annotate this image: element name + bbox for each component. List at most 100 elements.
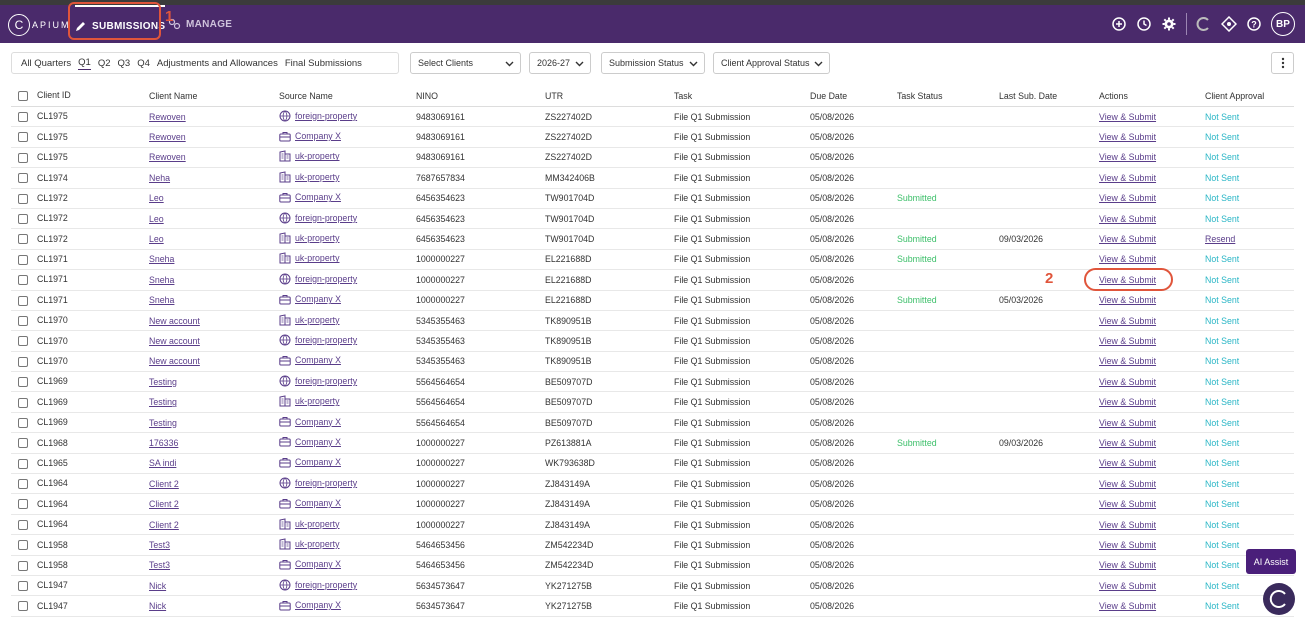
client-name-link[interactable]: Testing <box>149 376 177 387</box>
row-checkbox[interactable] <box>18 254 28 265</box>
row-checkbox[interactable] <box>18 275 28 286</box>
client-name-link[interactable]: New account <box>149 356 200 367</box>
row-checkbox[interactable] <box>18 213 28 224</box>
source-name-link[interactable]: Company X <box>295 416 341 427</box>
source-name-link[interactable]: foreign-property <box>295 375 358 386</box>
client-name-link[interactable]: New account <box>149 335 200 346</box>
tab-manage[interactable]: MANAGE <box>168 5 232 43</box>
source-name-link[interactable]: foreign-property <box>295 579 358 590</box>
row-checkbox[interactable] <box>18 315 28 326</box>
view-submit-link[interactable]: View & Submit <box>1099 172 1157 183</box>
view-submit-link[interactable]: View & Submit <box>1099 417 1157 428</box>
view-submit-link[interactable]: View & Submit <box>1099 213 1157 224</box>
source-name-link[interactable]: uk-property <box>295 171 340 182</box>
header-client-approval[interactable]: Client Approval <box>1205 85 1294 107</box>
client-name-link[interactable]: SA indi <box>149 458 177 469</box>
client-name-link[interactable]: Nick <box>149 580 167 591</box>
header-task[interactable]: Task <box>674 85 810 107</box>
capium-logo[interactable]: C APIUM <box>8 10 71 40</box>
row-checkbox[interactable] <box>18 479 28 490</box>
client-name-link[interactable]: Client 2 <box>149 499 179 510</box>
view-submit-link[interactable]: View & Submit <box>1099 376 1157 387</box>
tab-final-submissions[interactable]: Final Submissions <box>284 57 362 69</box>
gear-icon[interactable] <box>1161 16 1177 32</box>
source-name-link[interactable]: Company X <box>295 355 341 366</box>
client-name-link[interactable]: Testing <box>149 417 177 428</box>
client-name-link[interactable]: Client 2 <box>149 478 179 489</box>
select-all-checkbox[interactable] <box>18 90 28 101</box>
row-checkbox[interactable] <box>18 458 28 469</box>
source-name-link[interactable]: Company X <box>295 294 341 305</box>
client-name-link[interactable]: Rewoven <box>149 152 186 163</box>
header-due-date[interactable]: Due Date <box>810 85 897 107</box>
view-submit-link[interactable]: View & Submit <box>1099 437 1157 448</box>
client-approval-status-dropdown[interactable]: Client Approval Status <box>713 52 830 74</box>
tab-adjustments[interactable]: Adjustments and Allowances <box>156 57 278 69</box>
select-clients-dropdown[interactable]: Select Clients <box>410 52 521 74</box>
source-name-link[interactable]: foreign-property <box>295 212 358 223</box>
view-submit-link[interactable]: View & Submit <box>1099 397 1157 408</box>
row-checkbox[interactable] <box>18 356 28 367</box>
tax-year-dropdown[interactable]: 2026-27 <box>529 52 591 74</box>
client-name-link[interactable]: Rewoven <box>149 132 186 143</box>
source-name-link[interactable]: foreign-property <box>295 477 358 488</box>
view-submit-link[interactable]: View & Submit <box>1099 601 1157 612</box>
row-checkbox[interactable] <box>18 193 28 204</box>
source-name-link[interactable]: uk-property <box>295 233 340 244</box>
source-name-link[interactable]: Company X <box>295 131 341 142</box>
view-submit-link[interactable]: View & Submit <box>1099 254 1157 265</box>
view-submit-link[interactable]: View & Submit <box>1099 499 1157 510</box>
view-submit-link[interactable]: View & Submit <box>1099 580 1157 591</box>
row-checkbox[interactable] <box>18 295 28 306</box>
client-name-link[interactable]: Sneha <box>149 295 175 306</box>
source-name-link[interactable]: uk-property <box>295 518 340 529</box>
row-checkbox[interactable] <box>18 152 28 163</box>
row-checkbox[interactable] <box>18 438 28 449</box>
view-submit-link[interactable]: View & Submit <box>1099 315 1157 326</box>
source-name-link[interactable]: Company X <box>295 457 341 468</box>
more-options-button[interactable] <box>1271 52 1294 74</box>
source-name-link[interactable]: Company X <box>295 559 341 570</box>
view-submit-link[interactable]: View & Submit <box>1099 478 1157 489</box>
view-submit-link[interactable]: View & Submit <box>1099 111 1157 122</box>
row-checkbox[interactable] <box>18 499 28 510</box>
tab-submissions[interactable]: SUBMISSIONS <box>75 5 166 45</box>
client-name-link[interactable]: Rewoven <box>149 111 186 122</box>
row-checkbox[interactable] <box>18 336 28 347</box>
row-checkbox[interactable] <box>18 173 28 184</box>
source-name-link[interactable]: foreign-property <box>295 334 358 345</box>
row-checkbox[interactable] <box>18 560 28 571</box>
client-name-link[interactable]: Nick <box>149 601 167 612</box>
header-nino[interactable]: NINO <box>416 85 545 107</box>
tab-q4[interactable]: Q4 <box>137 57 150 69</box>
view-submit-link[interactable]: View & Submit <box>1099 234 1157 245</box>
source-name-link[interactable]: uk-property <box>295 538 340 549</box>
view-submit-link[interactable]: View & Submit <box>1099 458 1157 469</box>
row-checkbox[interactable] <box>18 397 28 408</box>
client-name-link[interactable]: Test3 <box>149 539 171 550</box>
source-name-link[interactable]: Company X <box>295 436 341 447</box>
tab-q3[interactable]: Q3 <box>117 57 131 69</box>
view-submit-link[interactable]: View & Submit <box>1099 193 1157 204</box>
clock-icon[interactable] <box>1136 16 1152 32</box>
row-checkbox[interactable] <box>18 601 28 612</box>
row-checkbox[interactable] <box>18 417 28 428</box>
header-utr[interactable]: UTR <box>545 85 674 107</box>
client-name-link[interactable]: Test3 <box>149 560 171 571</box>
client-name-link[interactable]: Leo <box>149 234 164 245</box>
tab-all-quarters[interactable]: All Quarters <box>21 57 72 69</box>
view-submit-link[interactable]: View & Submit <box>1099 335 1157 346</box>
view-submit-link[interactable]: View & Submit <box>1099 152 1157 163</box>
source-name-link[interactable]: foreign-property <box>295 273 358 284</box>
source-name-link[interactable]: uk-property <box>295 151 340 162</box>
source-name-link[interactable]: uk-property <box>295 314 340 325</box>
chat-widget-button[interactable] <box>1263 583 1295 615</box>
view-submit-link[interactable]: View & Submit <box>1099 560 1157 571</box>
client-name-link[interactable]: Neha <box>149 172 171 183</box>
client-name-link[interactable]: Leo <box>149 193 164 204</box>
source-name-link[interactable]: uk-property <box>295 396 340 407</box>
view-submit-link[interactable]: View & Submit <box>1099 274 1157 285</box>
source-name-link[interactable]: Company X <box>295 498 341 509</box>
client-name-link[interactable]: 176336 <box>149 437 179 448</box>
header-last-sub-date[interactable]: Last Sub. Date <box>999 85 1099 107</box>
